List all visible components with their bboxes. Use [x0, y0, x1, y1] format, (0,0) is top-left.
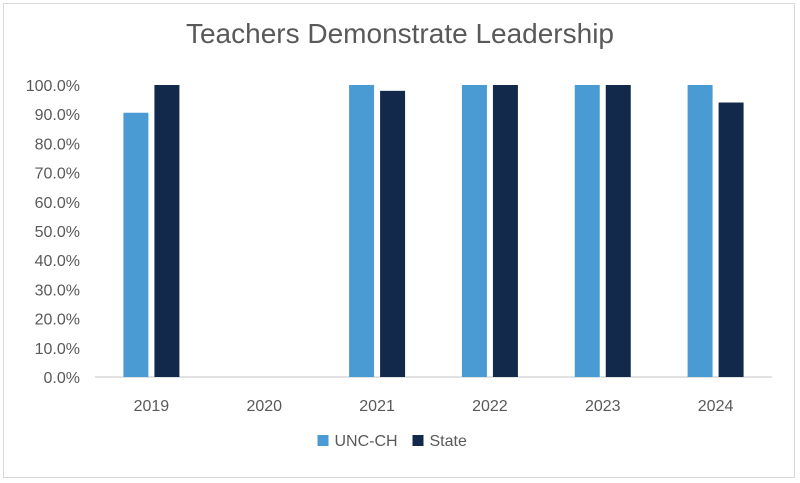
bar-unc-ch-2023: [574, 85, 600, 377]
bar-unc-ch-2022: [461, 85, 487, 377]
chart-title: Teachers Demonstrate Leadership: [185, 18, 614, 49]
y-tick-label: 50.0%: [35, 224, 80, 241]
bar-unc-ch-2019: [123, 112, 149, 378]
bar-state-2021: [380, 90, 406, 377]
x-tick-label: 2019: [134, 398, 170, 415]
bar-state-2019: [154, 85, 180, 377]
x-tick-label: 2022: [472, 398, 508, 415]
y-tick-label: 100.0%: [26, 78, 80, 95]
bar-state-2024: [718, 102, 744, 378]
x-tick-label: 2023: [585, 398, 621, 415]
y-tick-label: 30.0%: [35, 282, 80, 299]
x-tick-label: 2021: [359, 398, 395, 415]
bar-unc-ch-2024: [687, 85, 713, 377]
bar-state-2022: [492, 85, 518, 377]
legend-swatch-state: [412, 435, 424, 446]
y-tick-label: 60.0%: [35, 195, 80, 212]
y-tick-label: 0.0%: [44, 370, 80, 387]
x-tick-label: 2020: [246, 398, 282, 415]
legend-swatch-unc-ch: [317, 435, 329, 446]
y-tick-label: 90.0%: [35, 107, 80, 124]
legend-label: UNC-CH: [335, 433, 398, 450]
y-tick-label: 70.0%: [35, 166, 80, 183]
y-tick-label: 40.0%: [35, 253, 80, 270]
y-tick-label: 20.0%: [35, 312, 80, 329]
y-tick-label: 80.0%: [35, 136, 80, 153]
x-tick-label: 2024: [698, 398, 734, 415]
bar-state-2023: [605, 85, 631, 377]
bar-unc-ch-2021: [349, 85, 375, 377]
y-tick-label: 10.0%: [35, 341, 80, 358]
legend-label: State: [430, 433, 467, 450]
